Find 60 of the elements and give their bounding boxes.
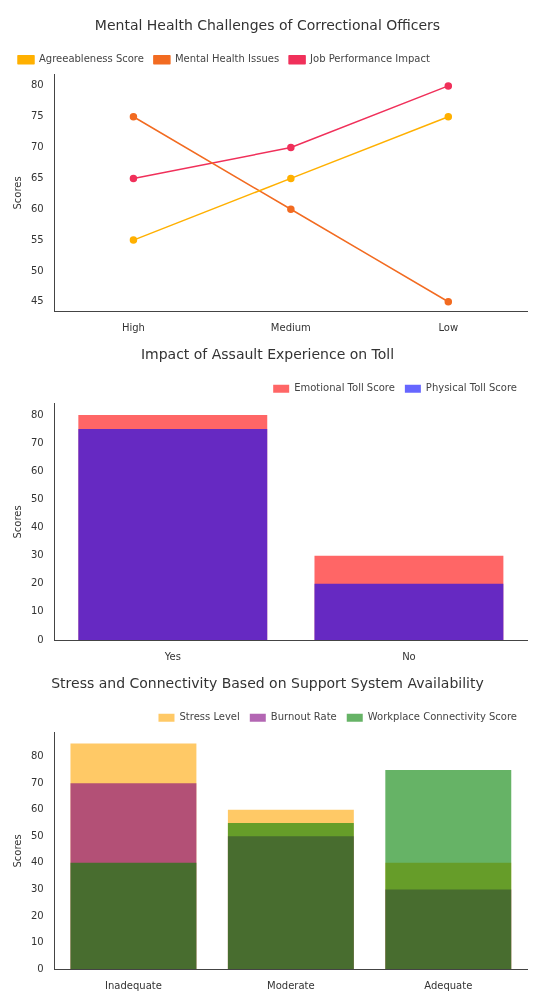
y-tick-label: 0 xyxy=(37,633,44,645)
chart-title: Stress and Connectivity Based on Support System Availability xyxy=(51,675,484,692)
y-tick-label: 50 xyxy=(30,493,44,504)
y-tick-label: 75 xyxy=(30,110,44,122)
point xyxy=(444,112,453,121)
x-tick-label: High xyxy=(121,321,145,333)
y-tick-label: 50 xyxy=(30,264,44,276)
y-tick-label: 40 xyxy=(30,856,44,868)
point xyxy=(444,82,453,90)
chart-title: Impact of Assault Experience on Toll xyxy=(140,346,395,363)
y-tick-label: 40 xyxy=(30,521,44,533)
point xyxy=(129,236,138,244)
bar xyxy=(314,583,504,640)
y-tick-label: 70 xyxy=(30,141,44,153)
y-tick-label: 10 xyxy=(30,936,44,948)
x-tick-label: Yes xyxy=(163,650,181,662)
point xyxy=(287,174,295,183)
y-tick-label: 80 xyxy=(30,79,44,91)
point xyxy=(129,112,138,121)
legend-label: Job Performance Impact xyxy=(309,53,430,65)
x-tick-label: Adequate xyxy=(424,979,473,991)
y-tick-label: 10 xyxy=(30,605,44,617)
y-tick-label: 50 xyxy=(30,829,44,841)
x-tick-label: Inadequate xyxy=(105,979,162,991)
bar xyxy=(385,769,512,969)
y-axis-title: Scores xyxy=(11,505,23,539)
x-tick-label: Low xyxy=(438,321,459,333)
point xyxy=(444,298,453,306)
y-tick-label: 70 xyxy=(30,436,44,448)
y-tick-label: 20 xyxy=(30,909,44,921)
legend-label: Workplace Connectivity Score xyxy=(367,711,518,723)
point xyxy=(287,143,295,152)
legend-label: Physical Toll Score xyxy=(425,382,518,394)
y-tick-label: 80 xyxy=(30,408,44,420)
y-tick-label: 45 xyxy=(30,295,44,307)
y-tick-label: 70 xyxy=(30,776,44,788)
y-tick-label: 30 xyxy=(30,882,44,894)
y-tick-label: 65 xyxy=(30,172,44,183)
legend-label: Mental Health Issues xyxy=(174,53,280,65)
bar xyxy=(70,862,197,969)
x-tick-label: No xyxy=(402,650,416,662)
point xyxy=(287,205,295,213)
y-tick-label: 60 xyxy=(30,202,44,214)
legend-label: Stress Level xyxy=(179,711,240,723)
x-tick-label: Moderate xyxy=(267,979,315,991)
y-tick-label: 0 xyxy=(37,962,44,974)
legend-label: Emotional Toll Score xyxy=(294,382,395,394)
y-axis-title: Scores xyxy=(11,176,23,210)
y-tick-label: 55 xyxy=(30,233,44,245)
y-tick-label: 60 xyxy=(30,803,44,815)
legend-label: Agreeableness Score xyxy=(39,53,144,65)
legend-label: Burnout Rate xyxy=(270,711,337,723)
point xyxy=(129,174,138,183)
y-axis-title: Scores xyxy=(11,834,23,868)
y-tick-label: 60 xyxy=(30,464,44,476)
chart-title: Mental Health Challenges of Correctional Officers xyxy=(94,17,441,34)
y-tick-label: 30 xyxy=(30,549,44,561)
y-tick-label: 20 xyxy=(30,577,44,589)
x-tick-label: Medium xyxy=(270,321,311,333)
y-tick-label: 80 xyxy=(30,750,44,762)
